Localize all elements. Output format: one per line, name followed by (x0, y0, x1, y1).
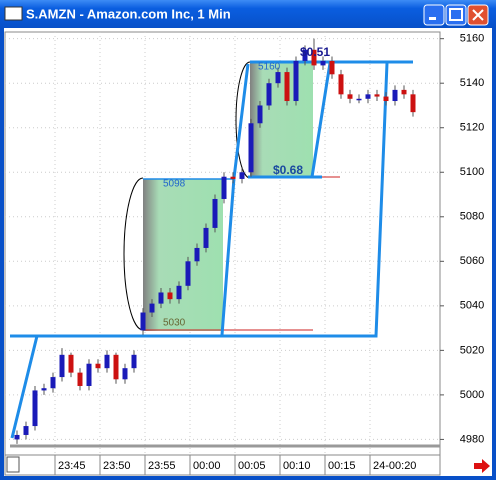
candle-body (68, 354, 74, 373)
candle-body (86, 363, 92, 386)
candle-body (122, 368, 128, 380)
candle-body (212, 198, 218, 228)
candle-body (194, 247, 200, 262)
candle-body (239, 172, 245, 179)
y-tick-label: 5000 (460, 389, 484, 401)
candle-body (374, 94, 380, 97)
candle-body (275, 72, 281, 84)
candle-body (131, 354, 137, 369)
candle-body (23, 426, 29, 435)
time-axis (4, 454, 441, 476)
arc-1 (123, 177, 144, 331)
candle-body (410, 94, 416, 113)
candle-body (284, 72, 290, 102)
y-tick-label: 5060 (460, 255, 484, 267)
candle-body (104, 354, 110, 369)
candle-body (320, 60, 326, 66)
candle-body (113, 354, 119, 380)
candle-body (185, 261, 191, 286)
annotation: 5098 (163, 179, 186, 190)
x-tick-label: 00:15 (328, 460, 356, 472)
candle-body (221, 176, 227, 199)
candle-body (392, 89, 398, 102)
candle-body (401, 89, 407, 95)
y-tick-label: 5160 (460, 33, 484, 45)
annotation: 5160 (258, 62, 281, 73)
y-tick-label: 5120 (460, 122, 484, 134)
candle-body (50, 377, 56, 389)
candle-body (158, 292, 164, 304)
candle-body (257, 105, 263, 124)
window-title: S.AMZN - Amazon.com Inc, 1 Min (26, 6, 231, 21)
candle-body (338, 74, 344, 95)
candle-body (176, 285, 182, 300)
candle-body (302, 49, 308, 61)
candle-body (329, 60, 335, 75)
annotation: $0.51 (300, 45, 330, 59)
y-tick-label: 4980 (460, 433, 484, 445)
title-bar (0, 0, 496, 28)
maximize-icon (449, 8, 463, 21)
annotation: $0.68 (273, 163, 303, 177)
candle-body (140, 312, 146, 331)
candle-body (59, 354, 65, 378)
candle-body (167, 292, 173, 300)
y-tick-label: 5100 (460, 166, 484, 178)
minimize-button[interactable] (423, 4, 445, 26)
candle-body (95, 363, 101, 369)
step-line (10, 62, 389, 439)
x-tick-label: 00:10 (283, 460, 311, 472)
app-icon (4, 6, 23, 21)
zone-1 (143, 179, 223, 331)
candle-body (203, 227, 209, 248)
minimize-icon (429, 17, 436, 20)
x-tick-label: 00:05 (238, 460, 266, 472)
scroll-box[interactable] (6, 456, 20, 473)
candle-body (230, 176, 236, 179)
candle-body (293, 60, 299, 102)
y-tick-label: 5080 (460, 211, 484, 223)
candle-body (347, 94, 353, 99)
annotation: 5030 (163, 318, 186, 329)
candle-body (248, 123, 254, 173)
candle-body (14, 434, 20, 440)
close-icon (472, 9, 484, 21)
x-tick-label: 23:50 (103, 460, 131, 472)
candle-body (41, 388, 47, 391)
window-buttons[interactable] (423, 4, 489, 26)
candle-body (266, 83, 272, 106)
candle-body (365, 94, 371, 99)
y-tick-label: 5040 (460, 300, 484, 312)
x-tick-label: 23:45 (58, 460, 86, 472)
candle-body (77, 372, 83, 386)
x-tick-label: 00:00 (193, 460, 221, 472)
candle-body (383, 96, 389, 102)
candle-body (32, 390, 38, 427)
step-line (310, 62, 332, 178)
x-tick-label: 23:55 (148, 460, 176, 472)
candle-body (311, 49, 317, 66)
scroll-arrow[interactable] (474, 459, 490, 473)
candle-body (149, 303, 155, 313)
y-tick-label: 5140 (460, 77, 484, 89)
arc-2 (235, 61, 251, 179)
x-tick-label: 24-00:20 (373, 460, 416, 472)
candle-body (356, 98, 362, 101)
y-tick-label: 5020 (460, 344, 484, 356)
candles (14, 38, 416, 444)
